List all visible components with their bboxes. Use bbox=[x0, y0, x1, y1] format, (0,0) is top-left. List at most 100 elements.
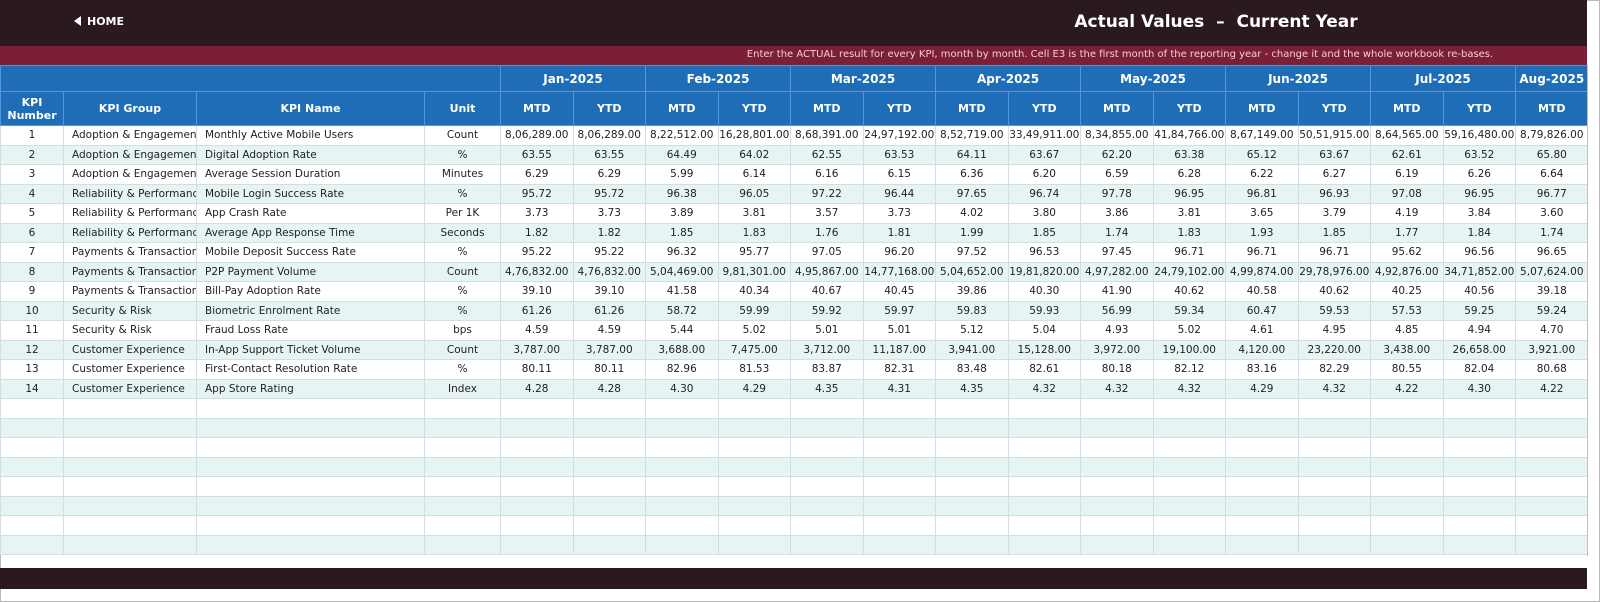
empty-cell bbox=[0, 437, 64, 458]
cell: 95.72 bbox=[572, 183, 647, 204]
cell: 1.85 bbox=[1297, 222, 1372, 243]
empty-cell bbox=[500, 534, 574, 555]
cell: 9 bbox=[0, 281, 64, 302]
cell: 40.56 bbox=[1442, 281, 1517, 302]
cell: 41.58 bbox=[645, 281, 719, 302]
empty-cell bbox=[935, 534, 1009, 555]
cell: 3,712.00 bbox=[790, 339, 864, 360]
empty-cell bbox=[717, 515, 792, 536]
cell: 96.20 bbox=[862, 242, 937, 263]
empty-cell bbox=[1515, 476, 1587, 497]
cell: Mobile Login Success Rate bbox=[196, 183, 425, 204]
cell: 59.24 bbox=[1515, 300, 1587, 321]
empty-cell bbox=[196, 437, 425, 458]
empty-cell bbox=[500, 398, 574, 419]
cell: 4,97,282.00 bbox=[1080, 261, 1154, 282]
data-row: 6 Reliability & Performance Average App Re… bbox=[0, 222, 1587, 243]
cell: 64.11 bbox=[935, 144, 1009, 165]
cell: 6.26 bbox=[1442, 164, 1517, 185]
cell: 41,84,766.00 bbox=[1152, 125, 1227, 146]
cell: 4.22 bbox=[1515, 378, 1587, 399]
cell: 5.12 bbox=[935, 320, 1009, 341]
cell: 62.55 bbox=[790, 144, 864, 165]
empty-cell bbox=[1007, 456, 1082, 477]
cell: 1.81 bbox=[862, 222, 937, 243]
cell: Per 1K bbox=[424, 203, 501, 224]
cell: 3.73 bbox=[572, 203, 647, 224]
empty-cell bbox=[1007, 437, 1082, 458]
empty-cell bbox=[1225, 437, 1299, 458]
sub-header: MTD bbox=[1080, 91, 1154, 126]
cell: % bbox=[424, 183, 501, 204]
cell: 5.01 bbox=[790, 320, 864, 341]
cell: 8,68,391.00 bbox=[790, 125, 864, 146]
cell: 19,81,820.00 bbox=[1007, 261, 1082, 282]
back-icon bbox=[74, 16, 81, 26]
empty-cell bbox=[1297, 495, 1372, 516]
empty-cell bbox=[1297, 417, 1372, 438]
empty-cell bbox=[717, 495, 792, 516]
cell: Reliability & Performance bbox=[63, 222, 197, 243]
cell: 4,120.00 bbox=[1225, 339, 1299, 360]
home-button[interactable]: HOME bbox=[74, 15, 124, 28]
cell: 80.68 bbox=[1515, 359, 1587, 380]
cell: Index bbox=[424, 378, 501, 399]
cell: Payments & Transactions bbox=[63, 281, 197, 302]
empty-cell bbox=[1225, 495, 1299, 516]
cell: 82.61 bbox=[1007, 359, 1082, 380]
empty-cell bbox=[63, 437, 197, 458]
cell: 6.29 bbox=[572, 164, 647, 185]
empty-cell bbox=[862, 515, 937, 536]
header-row: Jan-2025 Feb-2025 Mar-2025 Apr-2025 May-2025… bbox=[0, 65, 1587, 92]
empty-cell bbox=[196, 495, 425, 516]
cell: 4.61 bbox=[1225, 320, 1299, 341]
cell: 41.90 bbox=[1080, 281, 1154, 302]
empty-cell bbox=[196, 476, 425, 497]
cell: Monthly Active Mobile Users bbox=[196, 125, 425, 146]
cell: 34,71,852.00 bbox=[1442, 261, 1517, 282]
empty-cell bbox=[1370, 417, 1444, 438]
cell: 3 bbox=[0, 164, 64, 185]
empty-cell bbox=[1007, 495, 1082, 516]
empty-cell bbox=[790, 515, 864, 536]
empty-cell bbox=[0, 417, 64, 438]
cell: 3,787.00 bbox=[572, 339, 647, 360]
column-header: KPI Group bbox=[63, 91, 197, 126]
empty-cell bbox=[500, 417, 574, 438]
empty-cell bbox=[645, 476, 719, 497]
cell: Digital Adoption Rate bbox=[196, 144, 425, 165]
empty-cell bbox=[196, 456, 425, 477]
cell: 1.85 bbox=[645, 222, 719, 243]
cell: 59.53 bbox=[1297, 300, 1372, 321]
cell: Payments & Transactions bbox=[63, 261, 197, 282]
cell: 1.76 bbox=[790, 222, 864, 243]
cell: 6.15 bbox=[862, 164, 937, 185]
top-bar: HOME Actual Values – Current Year bbox=[0, 0, 1587, 46]
empty-cell bbox=[790, 398, 864, 419]
cell: 7,475.00 bbox=[717, 339, 792, 360]
column-header: KPI Number bbox=[0, 91, 64, 126]
empty-cell bbox=[1442, 398, 1517, 419]
empty-row bbox=[0, 534, 1587, 555]
cell: 1.83 bbox=[717, 222, 792, 243]
cell: Security & Risk bbox=[63, 300, 197, 321]
cell: 4.32 bbox=[1297, 378, 1372, 399]
empty-cell bbox=[1515, 534, 1587, 555]
cell: 1.84 bbox=[1442, 222, 1517, 243]
cell: 13 bbox=[0, 359, 64, 380]
empty-cell bbox=[1515, 495, 1587, 516]
empty-row bbox=[0, 515, 1587, 536]
empty-cell bbox=[1370, 437, 1444, 458]
empty-cell bbox=[500, 456, 574, 477]
empty-cell bbox=[1370, 456, 1444, 477]
cell: 96.38 bbox=[645, 183, 719, 204]
cell: 83.87 bbox=[790, 359, 864, 380]
cell: 8,34,855.00 bbox=[1080, 125, 1154, 146]
cell: 97.22 bbox=[790, 183, 864, 204]
cell: 59.99 bbox=[717, 300, 792, 321]
empty-cell bbox=[935, 398, 1009, 419]
cell: 97.08 bbox=[1370, 183, 1444, 204]
cell: Average App Response Time bbox=[196, 222, 425, 243]
empty-cell bbox=[63, 495, 197, 516]
cell: 4.29 bbox=[717, 378, 792, 399]
